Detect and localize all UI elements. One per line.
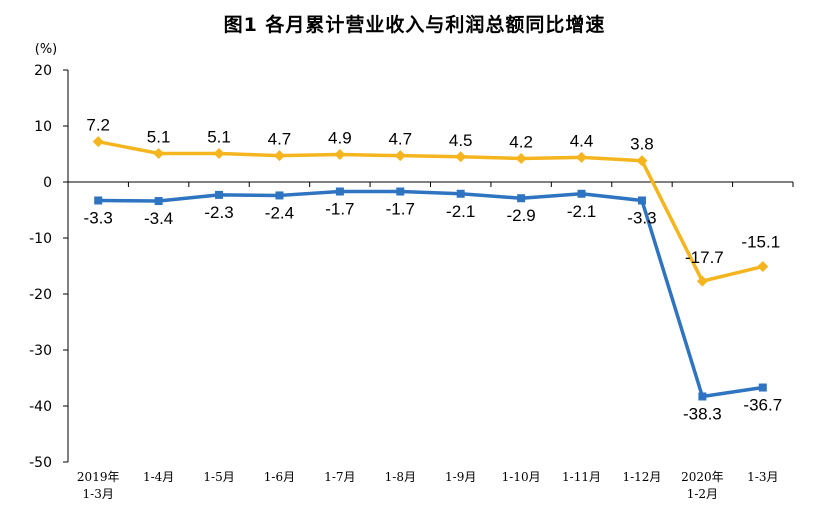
data-label: -36.7 <box>743 396 782 415</box>
data-point-diamond <box>334 149 346 161</box>
data-label: 4.2 <box>509 132 533 151</box>
data-label: 4.7 <box>268 130 292 149</box>
data-point-diamond <box>576 151 588 163</box>
data-label: -2.1 <box>567 202 596 221</box>
x-tick-label: 1-7月 <box>324 470 355 484</box>
data-label: 4.5 <box>449 131 473 150</box>
data-label: -1.7 <box>325 200 354 219</box>
data-label: 7.2 <box>86 116 110 135</box>
data-point-diamond <box>153 147 165 159</box>
y-tick-label: -50 <box>29 455 52 471</box>
data-label: -38.3 <box>683 404 722 423</box>
x-tick-label: 1-12月 <box>622 470 661 484</box>
data-point-diamond <box>455 151 467 163</box>
data-point-square <box>215 190 224 199</box>
y-tick-label: 10 <box>34 119 52 135</box>
data-point-square <box>577 189 586 198</box>
x-tick-label: 1-8月 <box>385 470 416 484</box>
data-label: -3.4 <box>144 209 173 228</box>
y-tick-label: 20 <box>34 63 52 79</box>
x-tick-label: 1-4月 <box>143 470 174 484</box>
data-point-diamond <box>636 155 648 167</box>
x-tick-label: 1-10月 <box>502 470 541 484</box>
y-tick-label: 0 <box>43 175 52 191</box>
data-label: 4.7 <box>388 130 412 149</box>
x-tick-label: 1-3月 <box>747 470 778 484</box>
data-label: -15.1 <box>741 233 780 252</box>
x-tick-label: 1-9月 <box>445 470 476 484</box>
data-point-square <box>698 392 707 401</box>
data-label: -2.1 <box>446 202 475 221</box>
data-label: -2.3 <box>204 203 233 222</box>
series-line-1 <box>97 139 764 283</box>
data-label: 4.9 <box>328 129 352 148</box>
y-tick-label: -40 <box>29 399 52 415</box>
data-label: 4.4 <box>570 131 594 150</box>
data-point-diamond <box>394 150 406 162</box>
data-point-square <box>335 187 344 196</box>
y-tick-label: -20 <box>29 287 52 303</box>
y-tick-label: -10 <box>29 231 52 247</box>
data-point-square <box>275 191 284 200</box>
data-point-diamond <box>213 147 225 159</box>
data-point-diamond <box>696 275 708 287</box>
y-tick-label: -30 <box>29 343 52 359</box>
data-label: 5.1 <box>147 127 171 146</box>
x-tick-label: 1-5月 <box>203 470 234 484</box>
data-point-square <box>517 194 526 203</box>
series-line-2 <box>98 189 764 399</box>
data-label: 5.1 <box>207 127 231 146</box>
data-point-square <box>396 187 405 196</box>
data-point-square <box>456 189 465 198</box>
data-point-square <box>94 196 103 205</box>
data-label: 3.8 <box>630 135 654 154</box>
data-point-diamond <box>273 150 285 162</box>
x-tick-label: 1-6月 <box>264 470 295 484</box>
data-point-diamond <box>92 136 104 148</box>
data-point-square <box>758 383 767 392</box>
data-point-square <box>154 197 163 206</box>
x-tick-label: 2020年 1-2月 <box>681 470 724 501</box>
x-tick-label: 2019年 1-3月 <box>77 470 120 501</box>
data-label: -2.9 <box>506 206 535 225</box>
chart-title: 图1 各月累计营业收入与利润总额同比增速 <box>223 14 606 36</box>
data-label: -1.7 <box>386 200 415 219</box>
data-point-diamond <box>515 152 527 164</box>
data-label: -3.3 <box>84 208 113 227</box>
data-point-square <box>637 196 646 205</box>
data-label: -2.4 <box>265 203 294 222</box>
data-label: -3.3 <box>627 208 656 227</box>
y-unit-label: (%) <box>35 42 58 57</box>
data-label: -17.7 <box>685 248 724 267</box>
data-point-diamond <box>757 261 769 273</box>
x-tick-label: 1-11月 <box>562 470 601 484</box>
